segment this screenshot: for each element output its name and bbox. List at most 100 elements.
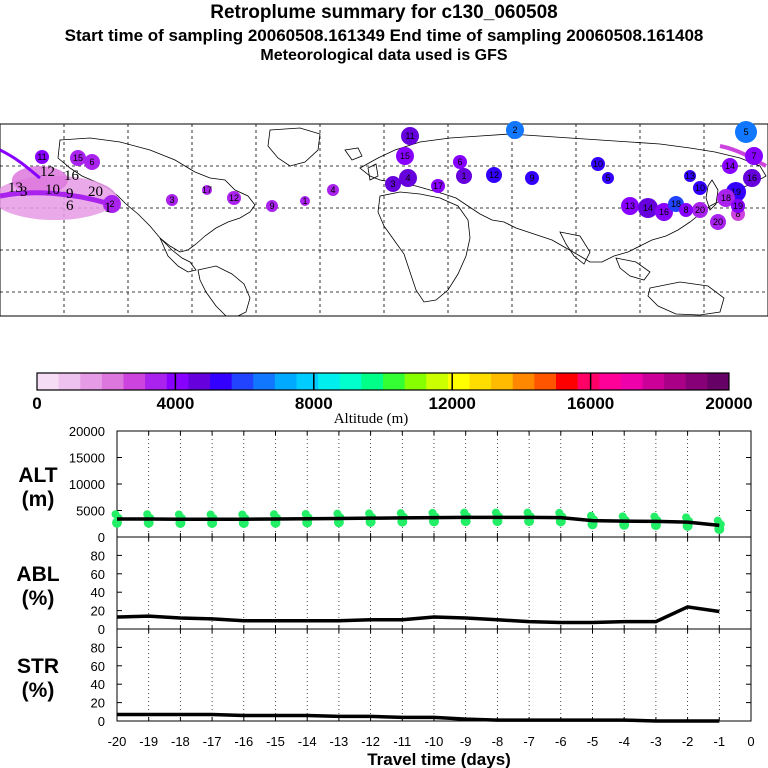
- x-tick-label: 0: [747, 734, 754, 749]
- x-tick-label: -12: [361, 734, 380, 749]
- trajectory-marker: [745, 147, 763, 165]
- y-tick-label: 40: [91, 585, 105, 600]
- trajectory-marker-label: 12: [489, 170, 499, 180]
- trajectory-marker: [431, 179, 445, 193]
- trajectory-marker-label: 14: [725, 161, 735, 171]
- trajectory-marker-label: 6: [89, 157, 94, 167]
- trajectory-marker: [602, 172, 614, 184]
- y-tick-label: 20000: [69, 424, 105, 439]
- trajectory-marker: [453, 155, 467, 169]
- colorbar-cell: [318, 373, 341, 390]
- y-tick-label: 0: [98, 530, 105, 545]
- plume-label: 9: [66, 186, 74, 202]
- colorbar-cell: [101, 373, 124, 390]
- x-tick-label: -7: [523, 734, 535, 749]
- colorbar-cell: [339, 373, 362, 390]
- colorbar-tick-label: 16000: [567, 394, 614, 413]
- colorbar-cell: [404, 373, 427, 390]
- colorbar-cell: [296, 373, 319, 390]
- trajectory-marker-label: 7: [751, 151, 756, 161]
- y-tick-label: 40: [91, 677, 105, 692]
- trajectory-marker-label: 19: [731, 187, 741, 197]
- colorbar-cell: [37, 373, 60, 390]
- x-tick-label: -8: [492, 734, 504, 749]
- trajectory-marker: [385, 176, 401, 192]
- x-tick-label: -13: [330, 734, 349, 749]
- x-tick-label: -15: [266, 734, 285, 749]
- x-axis-tick-labels: -20 -19 -18 -17 -16 -15 -14 -13 -12 -11 -10 -9 -8 -7-…: [108, 734, 755, 749]
- x-tick-label: -11: [393, 734, 411, 749]
- colorbar-cell: [210, 373, 233, 390]
- x-tick-label: -3: [650, 734, 662, 749]
- trajectory-marker: [638, 198, 658, 218]
- colorbar-cell: [123, 373, 146, 390]
- trajectory-marker-label: 1: [461, 171, 466, 181]
- trajectory-marker: [300, 196, 310, 206]
- trajectory-marker: [166, 194, 178, 206]
- colorbar-tick-label: 8000: [295, 394, 333, 413]
- map-coastlines: [57, 127, 767, 317]
- y-tick-label: 80: [91, 640, 105, 655]
- sampling-times: Start time of sampling 20060508.161349 E…: [64, 26, 704, 45]
- trajectory-marker: [693, 181, 707, 195]
- plume-label: 6: [66, 198, 74, 214]
- panel-abl: 80 60 40 20 0 ABL(%): [16, 536, 752, 637]
- trajectory-marker: [735, 121, 757, 143]
- trajectory-marker-label: 16: [747, 173, 757, 183]
- colorbar-cell: [556, 373, 579, 390]
- trajectory-marker: [731, 199, 745, 213]
- panel-frame: [116, 628, 752, 722]
- trajectory-marker-label: 12: [229, 193, 239, 203]
- x-tick-label: -2: [682, 734, 694, 749]
- trajectory-marker-label: 5: [605, 173, 610, 183]
- colorbar-cell: [620, 373, 643, 390]
- trajectory-marker: [227, 191, 241, 205]
- colorbar-cell: [469, 373, 492, 390]
- trajectory-marker-label: 16: [659, 207, 669, 217]
- colorbar-cell: [426, 373, 449, 390]
- y-tick-label: 60: [91, 567, 105, 582]
- y-tick-label: 80: [91, 548, 105, 563]
- y-tick-label: 20: [91, 696, 105, 711]
- colorbar-tick-label: 4000: [156, 394, 194, 413]
- trajectory-marker: [717, 189, 735, 207]
- trajectory-marker-label: 14: [643, 203, 653, 213]
- trajectory-marker: [591, 157, 605, 171]
- plume-label: 16: [64, 168, 80, 184]
- trajectory-marker: [202, 185, 212, 195]
- colorbar-cell: [231, 373, 254, 390]
- colorbar-cell: [166, 373, 189, 390]
- plume-cloud: [12, 166, 68, 194]
- trajectory-marker: [743, 169, 761, 187]
- trajectory-marker: [655, 203, 673, 221]
- panel-str: 80 60 40 20 0 STR(%): [17, 628, 752, 729]
- trajectory-marker: [679, 203, 693, 217]
- trajectory-marker: [722, 158, 738, 174]
- x-tick-label: -14: [298, 734, 317, 749]
- trajectory-marker-label: 13: [685, 171, 695, 181]
- colorbar-cell: [664, 373, 687, 390]
- met-data-note: Meteorological data used is GFS: [260, 47, 508, 64]
- trajectory-marker: [710, 214, 726, 230]
- panel-frame: [116, 536, 752, 630]
- colorbar-label: Altitude (m): [334, 411, 409, 427]
- x-tick-label: -20: [108, 734, 127, 749]
- trajectory-marker-label: 5: [743, 127, 748, 137]
- y-tick-label: 60: [91, 659, 105, 674]
- trajectory-marker-label: 10: [593, 159, 603, 169]
- trajectory-marker: [506, 121, 524, 139]
- y-tick-label: 15000: [69, 451, 105, 466]
- panel-label: ALT: [18, 464, 57, 487]
- trajectory-marker: [103, 195, 121, 213]
- colorbar-cell: [58, 373, 81, 390]
- colorbar-cell: [447, 373, 470, 390]
- trajectory-marker-label: 1: [302, 196, 307, 206]
- colorbar-cell: [534, 373, 557, 390]
- plume-track: [0, 190, 111, 207]
- trajectory-marker-label: 17: [433, 181, 443, 191]
- trajectory-marker-label: 13: [625, 201, 635, 211]
- panel-label: STR: [17, 655, 59, 678]
- trajectory-marker-label: 9: [529, 173, 534, 183]
- time-series-panels: 20000150001000050000ALT(m)806040200ABL(%…: [16, 424, 754, 749]
